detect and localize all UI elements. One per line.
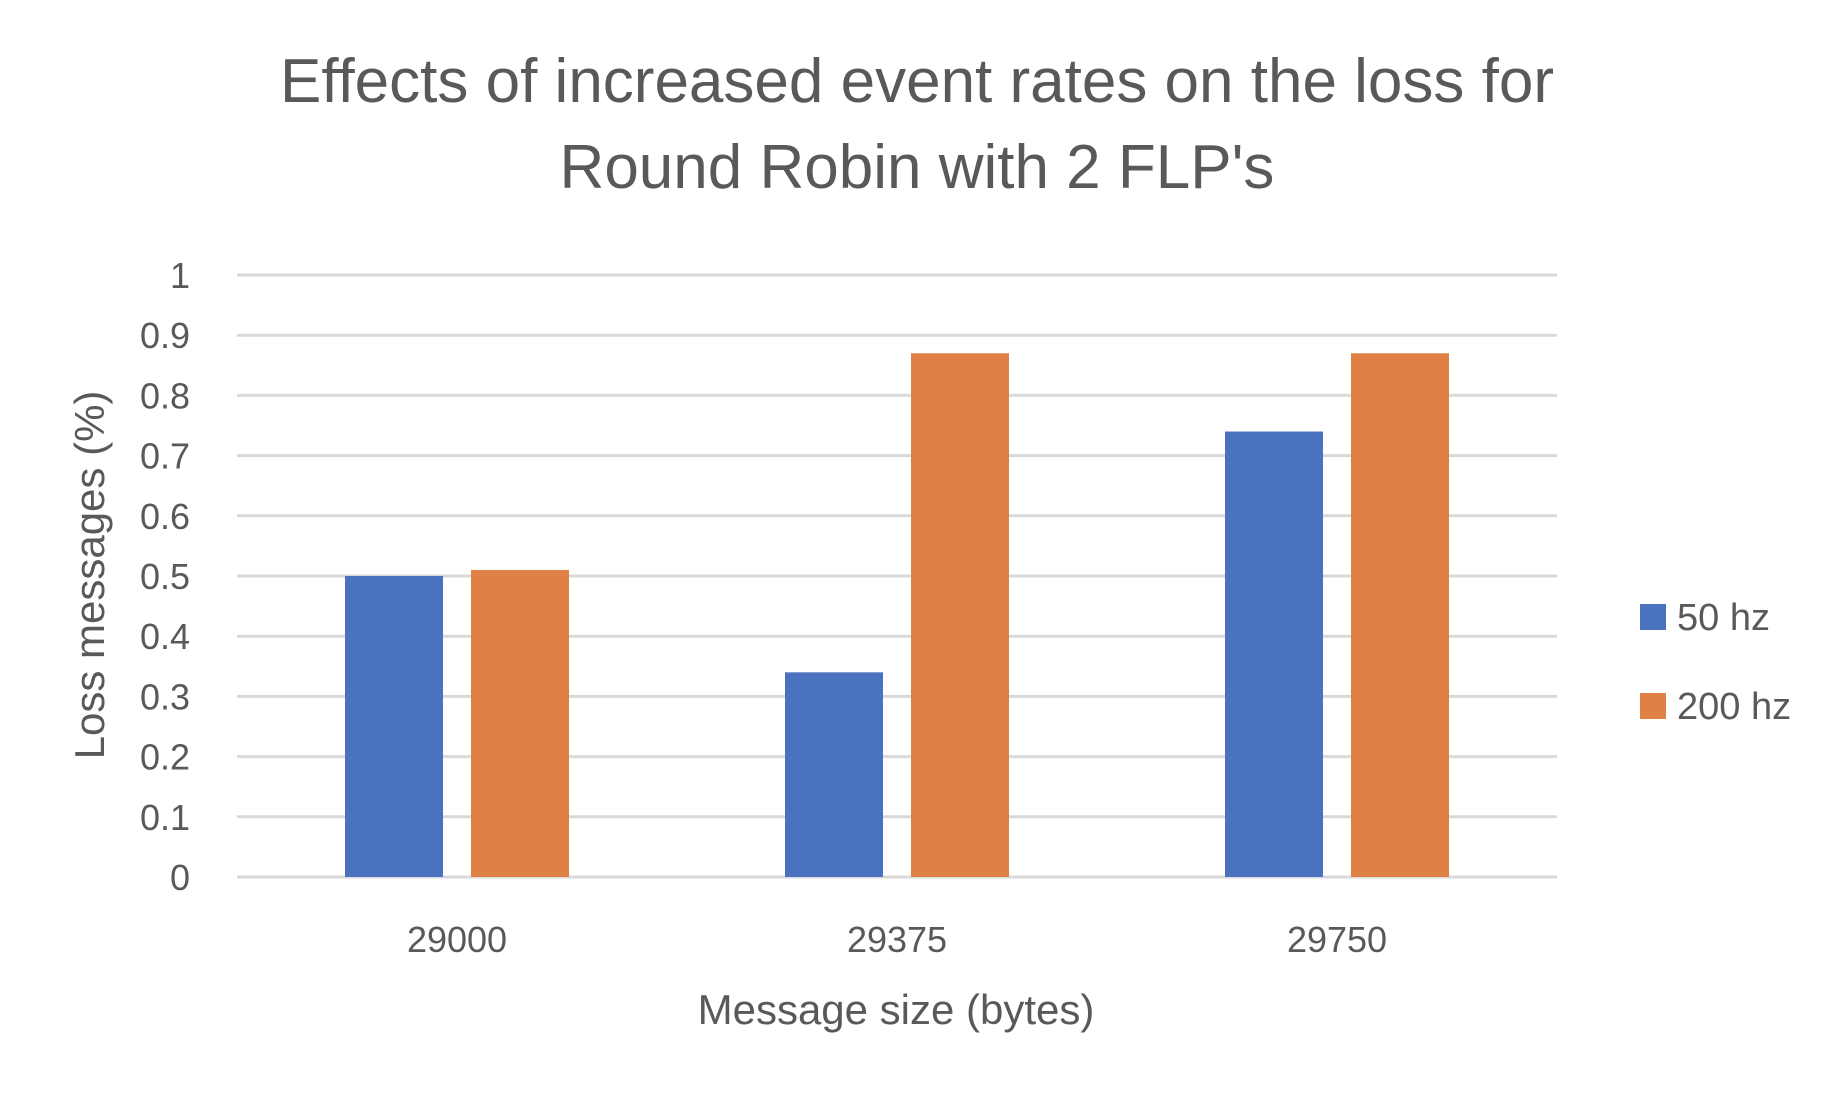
chart-title: Effects of increased event rates on the …	[280, 47, 1554, 202]
chart-title-line-1: Effects of increased event rates on the …	[280, 47, 1554, 116]
legend: 50 hz 200 hz	[1640, 597, 1791, 728]
x-tick-label: 29750	[1287, 919, 1387, 960]
chart-title-line-2: Round Robin with 2 FLP's	[560, 133, 1275, 202]
gridlines	[237, 273, 1557, 879]
y-tick-label: 1	[170, 255, 190, 296]
y-axis-title: Loss messages (%)	[66, 391, 113, 760]
legend-swatch	[1640, 604, 1666, 630]
x-tick-label: 29000	[407, 919, 507, 960]
x-axis-tick-labels: 29000 29375 29750	[407, 919, 1387, 960]
bar-50-hz-29750	[1225, 431, 1323, 877]
bars	[345, 353, 1449, 877]
y-tick-label: 0.8	[140, 375, 190, 416]
y-tick-label: 0.4	[140, 616, 190, 657]
y-tick-label: 0.5	[140, 556, 190, 597]
y-tick-label: 0.3	[140, 676, 190, 717]
y-tick-label: 0.6	[140, 496, 190, 537]
bar-200-hz-29375	[911, 353, 1009, 877]
legend-swatch	[1640, 693, 1666, 719]
x-axis-title: Message size (bytes)	[698, 986, 1095, 1033]
bar-50-hz-29375	[785, 672, 883, 877]
legend-label: 50 hz	[1677, 597, 1770, 639]
legend-label: 200 hz	[1677, 686, 1791, 728]
y-axis-tick-labels: 0 0.1 0.2 0.3 0.4 0.5 0.6 0.7 0.8 0.9 1	[140, 255, 190, 898]
y-tick-label: 0	[170, 857, 190, 898]
y-tick-label: 0.2	[140, 737, 190, 778]
y-tick-label: 0.7	[140, 436, 190, 477]
bar-200-hz-29000	[471, 569, 569, 877]
bar-200-hz-29750	[1351, 353, 1449, 877]
bar-50-hz-29000	[345, 576, 443, 877]
y-tick-label: 0.9	[140, 315, 190, 356]
y-tick-label: 0.1	[140, 797, 190, 838]
x-tick-label: 29375	[847, 919, 947, 960]
